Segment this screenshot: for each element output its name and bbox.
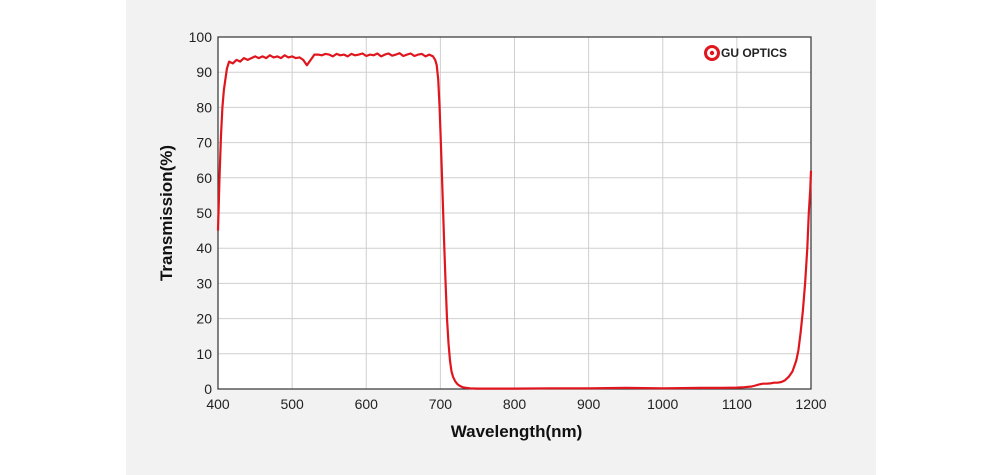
y-tick-label: 30	[196, 275, 212, 291]
series-line	[216, 52, 813, 390]
y-tick-label: 0	[204, 381, 212, 397]
x-tick-label: 1000	[647, 396, 678, 412]
x-tick-label: 1200	[795, 396, 826, 412]
x-tick-label: 800	[503, 396, 527, 412]
y-axis-title: Transmission(%)	[157, 145, 176, 281]
y-tick-label: 20	[196, 311, 212, 327]
y-tick-label: 50	[196, 205, 212, 221]
brand-logo: GU OPTICS	[704, 45, 787, 61]
x-tick-label: 400	[206, 396, 230, 412]
x-tick-label: 500	[280, 396, 304, 412]
y-tick-label: 70	[196, 135, 212, 151]
brand-name: GU OPTICS	[721, 46, 787, 60]
y-tick-label: 10	[196, 346, 212, 362]
x-tick-label: 900	[577, 396, 601, 412]
brand-logo-icon-center	[709, 50, 715, 56]
x-tick-label: 700	[429, 396, 453, 412]
x-tick-label: 600	[355, 396, 379, 412]
y-tick-label: 60	[196, 170, 212, 186]
y-tick-label: 90	[196, 64, 212, 80]
y-tick-label: 80	[196, 99, 212, 115]
x-tick-label: 1100	[722, 396, 752, 412]
y-tick-label: 40	[196, 240, 212, 256]
y-tick-label: 100	[189, 29, 213, 45]
x-axis-title: Wavelength(nm)	[451, 422, 583, 441]
